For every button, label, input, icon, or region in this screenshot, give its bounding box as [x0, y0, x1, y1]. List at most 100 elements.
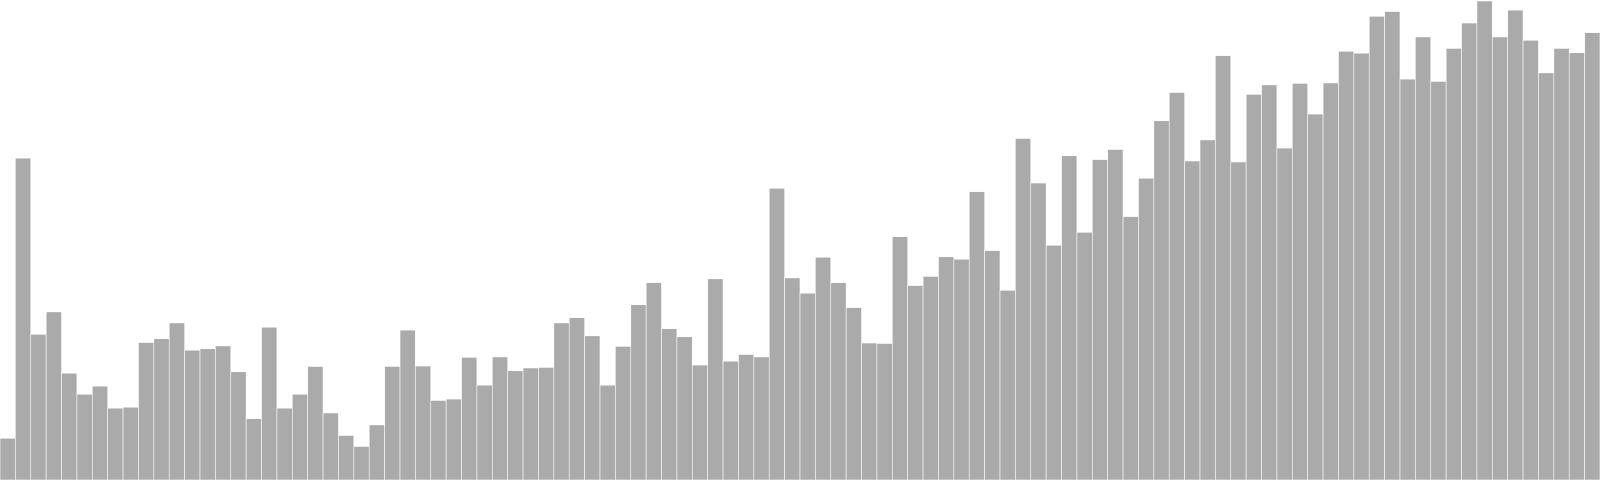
bar-48	[722, 360, 739, 480]
bar-16	[230, 371, 247, 480]
bar-45	[676, 336, 693, 480]
bar-43	[645, 282, 662, 480]
bar-76	[1153, 120, 1170, 480]
bar-31	[461, 357, 478, 480]
bar-29	[430, 400, 447, 480]
bar-71	[1076, 232, 1093, 480]
bar-6	[76, 393, 93, 480]
bar-5	[61, 372, 78, 480]
bar-33	[492, 356, 508, 480]
bar-73	[1107, 149, 1124, 480]
bar-103	[1568, 52, 1585, 480]
bar-46	[692, 364, 708, 480]
bar-94	[1430, 81, 1447, 480]
bar-17	[245, 418, 262, 480]
bar-99	[1507, 9, 1524, 480]
bar-41	[615, 346, 632, 480]
bar-15	[215, 345, 232, 480]
bar-53	[799, 292, 816, 480]
bar-23	[338, 435, 355, 480]
bar-65	[984, 250, 1001, 480]
bar-95	[1445, 48, 1462, 480]
bar-36	[538, 367, 555, 480]
bar-7	[92, 385, 108, 480]
bar-100	[1522, 39, 1539, 480]
bar-64	[968, 191, 985, 480]
bar-20	[292, 393, 308, 480]
bar-30	[445, 398, 462, 480]
bar-66	[999, 290, 1016, 480]
bar-8	[107, 407, 124, 480]
bar-44	[661, 328, 678, 480]
bar-60	[907, 285, 924, 480]
bar-50	[753, 356, 770, 480]
bar-86	[1307, 113, 1324, 480]
bar-78	[1184, 160, 1201, 480]
bar-83	[1261, 84, 1278, 480]
bar-52	[784, 277, 801, 480]
bar-85	[1292, 83, 1308, 480]
bar-87	[1322, 82, 1339, 480]
bar-21	[307, 366, 324, 480]
bar-90	[1368, 16, 1385, 480]
bar-11	[153, 338, 170, 480]
bar-75	[1138, 177, 1155, 480]
bar-81	[1230, 161, 1247, 480]
bar-89	[1353, 52, 1370, 480]
bar-88	[1338, 50, 1355, 480]
bar-32	[476, 384, 493, 480]
bar-102	[1553, 48, 1570, 480]
bar-40	[599, 384, 616, 480]
bar-77	[1168, 92, 1185, 480]
bar-25	[368, 424, 385, 480]
bar-59	[892, 236, 908, 480]
bar-3	[30, 334, 47, 480]
bar-92	[1399, 78, 1416, 480]
bar-104	[1584, 32, 1600, 480]
bar-68	[1030, 182, 1047, 480]
bar-80	[1215, 55, 1232, 480]
bar-34	[507, 370, 524, 480]
bar-58	[876, 343, 893, 480]
bar-27	[399, 329, 416, 480]
bar-56	[845, 307, 862, 480]
bar-54	[815, 256, 832, 480]
bar-4	[45, 311, 62, 480]
bar-79	[1199, 139, 1216, 480]
bar-28	[415, 365, 432, 480]
bar-98	[1492, 36, 1508, 480]
bar-47	[707, 278, 724, 480]
bar-67	[1015, 138, 1032, 480]
bar-18	[261, 326, 278, 480]
bar-63	[953, 258, 970, 480]
bar-101	[1538, 72, 1555, 480]
bar-97	[1476, 0, 1493, 480]
bar-22	[322, 412, 339, 480]
bar-10	[138, 342, 155, 480]
bar-26	[384, 366, 401, 480]
bar-39	[584, 335, 601, 480]
bar-69	[1045, 244, 1062, 480]
bar-9	[122, 406, 139, 480]
bar-42	[630, 304, 647, 480]
bar-93	[1415, 36, 1432, 480]
bar-62	[938, 256, 955, 480]
bar-74	[1122, 216, 1139, 480]
bar-55	[830, 282, 847, 480]
bar-57	[861, 342, 878, 480]
bar-14	[199, 348, 216, 480]
bar-2	[15, 157, 32, 480]
bar-12	[168, 322, 185, 480]
bar-19	[276, 407, 293, 480]
bar-70	[1061, 155, 1078, 480]
bar-13	[184, 349, 201, 480]
bar-72	[1092, 159, 1108, 480]
bar-91	[1384, 11, 1401, 480]
bar-84	[1276, 147, 1293, 480]
bar-49	[738, 354, 755, 480]
bar-82	[1245, 94, 1262, 480]
bar-24	[353, 446, 370, 480]
bar-51	[768, 187, 785, 480]
bar-96	[1461, 22, 1478, 480]
